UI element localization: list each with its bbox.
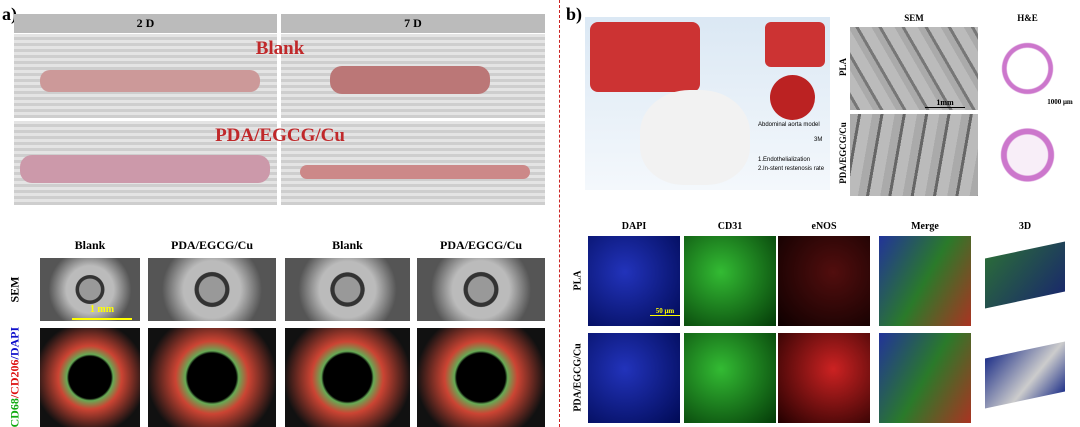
panel-label: b)	[566, 4, 583, 24]
stain-label: /CD206	[7, 359, 22, 399]
sem-image	[285, 258, 410, 321]
rabbit-illustration	[640, 90, 750, 185]
stain-label: CD68	[7, 398, 22, 427]
column-label: eNOS	[811, 221, 837, 232]
scale-label: 50 μm	[650, 307, 680, 316]
stain-image	[40, 328, 140, 427]
cd31-image	[684, 333, 776, 423]
3d-image	[985, 341, 1065, 409]
schematic-text: 2.In-stent restenosis rate	[758, 166, 825, 172]
scale-label: 1 mm	[89, 304, 115, 315]
artery-illustration	[765, 22, 825, 67]
row-label: CD68/CD206/DAPI	[7, 326, 23, 427]
stain-image	[148, 328, 276, 427]
scale-label: 1000 μm	[1047, 98, 1073, 106]
group-label: Blank	[255, 38, 305, 59]
merge-image	[879, 333, 971, 423]
schematic-text: 1.Endothelialization	[758, 157, 811, 163]
cd31-image	[684, 236, 776, 326]
sem-image	[40, 258, 140, 321]
column-label: 3D	[1018, 221, 1032, 232]
stent	[40, 70, 260, 92]
column-label: H&E	[1017, 13, 1038, 23]
group-label: PDA/EGCG/Cu	[215, 125, 345, 146]
column-label: CD31	[717, 221, 743, 232]
row-label: PLA	[572, 270, 584, 291]
3d-image	[985, 241, 1065, 309]
panel-label: a)	[2, 4, 17, 24]
sem-image	[148, 258, 276, 321]
row-label: SEM	[7, 276, 22, 303]
stent	[20, 155, 270, 183]
artery-illustration	[590, 22, 700, 92]
row-label: PLA	[838, 58, 848, 76]
scale-bar	[72, 318, 132, 320]
he-image	[985, 114, 1070, 196]
enos-image	[778, 236, 870, 326]
column-label: Blank	[74, 238, 106, 252]
dapi-image	[588, 236, 680, 326]
sem-image	[417, 258, 545, 321]
column-label: Merge	[911, 221, 939, 232]
stain-image	[417, 328, 545, 427]
he-image	[985, 27, 1070, 110]
stent-photo	[281, 121, 545, 205]
row-label: PDA/EGCG/Cu	[572, 343, 584, 412]
schematic-text: Abdominal aorta model	[758, 122, 820, 128]
merge-image	[879, 236, 971, 326]
column-label: Blank	[332, 238, 363, 252]
row-label: PDA/EGCG/Cu	[838, 122, 848, 184]
column-label: DAPI	[621, 221, 647, 232]
stain-label: /DAPI	[7, 326, 22, 360]
day-header: 7 D	[281, 14, 545, 33]
day-header: 2 D	[14, 14, 277, 33]
divider	[559, 0, 560, 427]
stain-image	[285, 328, 410, 427]
column-label: SEM	[904, 13, 924, 23]
stent	[300, 165, 530, 179]
sem-image	[850, 114, 978, 196]
column-label: PDA/EGCG/Cu	[439, 238, 522, 252]
column-label: PDA/EGCG/Cu	[170, 238, 253, 252]
schematic-text: 3M	[814, 137, 823, 143]
stent	[330, 66, 490, 94]
dapi-image	[588, 333, 680, 423]
sem-image	[850, 27, 978, 110]
artery-illustration	[770, 75, 815, 120]
stent-photo	[281, 34, 545, 118]
scale-label: 1mm	[925, 98, 965, 108]
enos-image	[778, 333, 870, 423]
